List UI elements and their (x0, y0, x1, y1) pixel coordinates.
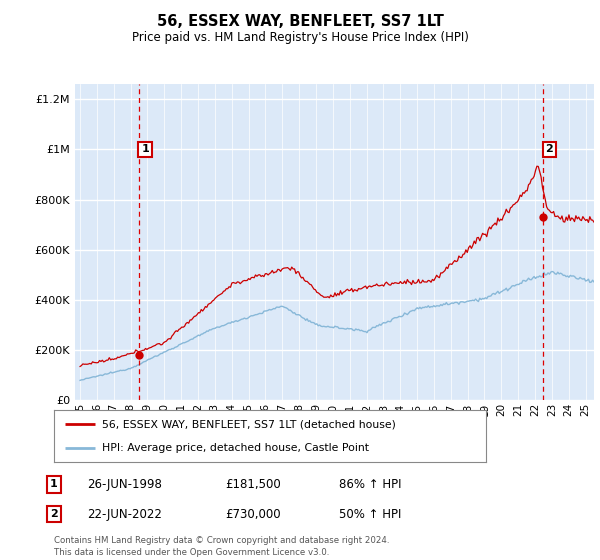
Text: 1: 1 (141, 144, 149, 155)
Text: £730,000: £730,000 (225, 507, 281, 521)
Text: 2: 2 (545, 144, 553, 155)
Text: 2: 2 (50, 509, 58, 519)
Text: 56, ESSEX WAY, BENFLEET, SS7 1LT (detached house): 56, ESSEX WAY, BENFLEET, SS7 1LT (detach… (101, 419, 395, 430)
Text: £181,500: £181,500 (225, 478, 281, 491)
Text: 50% ↑ HPI: 50% ↑ HPI (339, 507, 401, 521)
Text: 1: 1 (50, 479, 58, 489)
Text: 56, ESSEX WAY, BENFLEET, SS7 1LT: 56, ESSEX WAY, BENFLEET, SS7 1LT (157, 14, 443, 29)
Text: HPI: Average price, detached house, Castle Point: HPI: Average price, detached house, Cast… (101, 443, 368, 453)
Text: Price paid vs. HM Land Registry's House Price Index (HPI): Price paid vs. HM Land Registry's House … (131, 31, 469, 44)
Text: 26-JUN-1998: 26-JUN-1998 (87, 478, 162, 491)
Text: 86% ↑ HPI: 86% ↑ HPI (339, 478, 401, 491)
Text: 22-JUN-2022: 22-JUN-2022 (87, 507, 162, 521)
Text: Contains HM Land Registry data © Crown copyright and database right 2024.
This d: Contains HM Land Registry data © Crown c… (54, 536, 389, 557)
